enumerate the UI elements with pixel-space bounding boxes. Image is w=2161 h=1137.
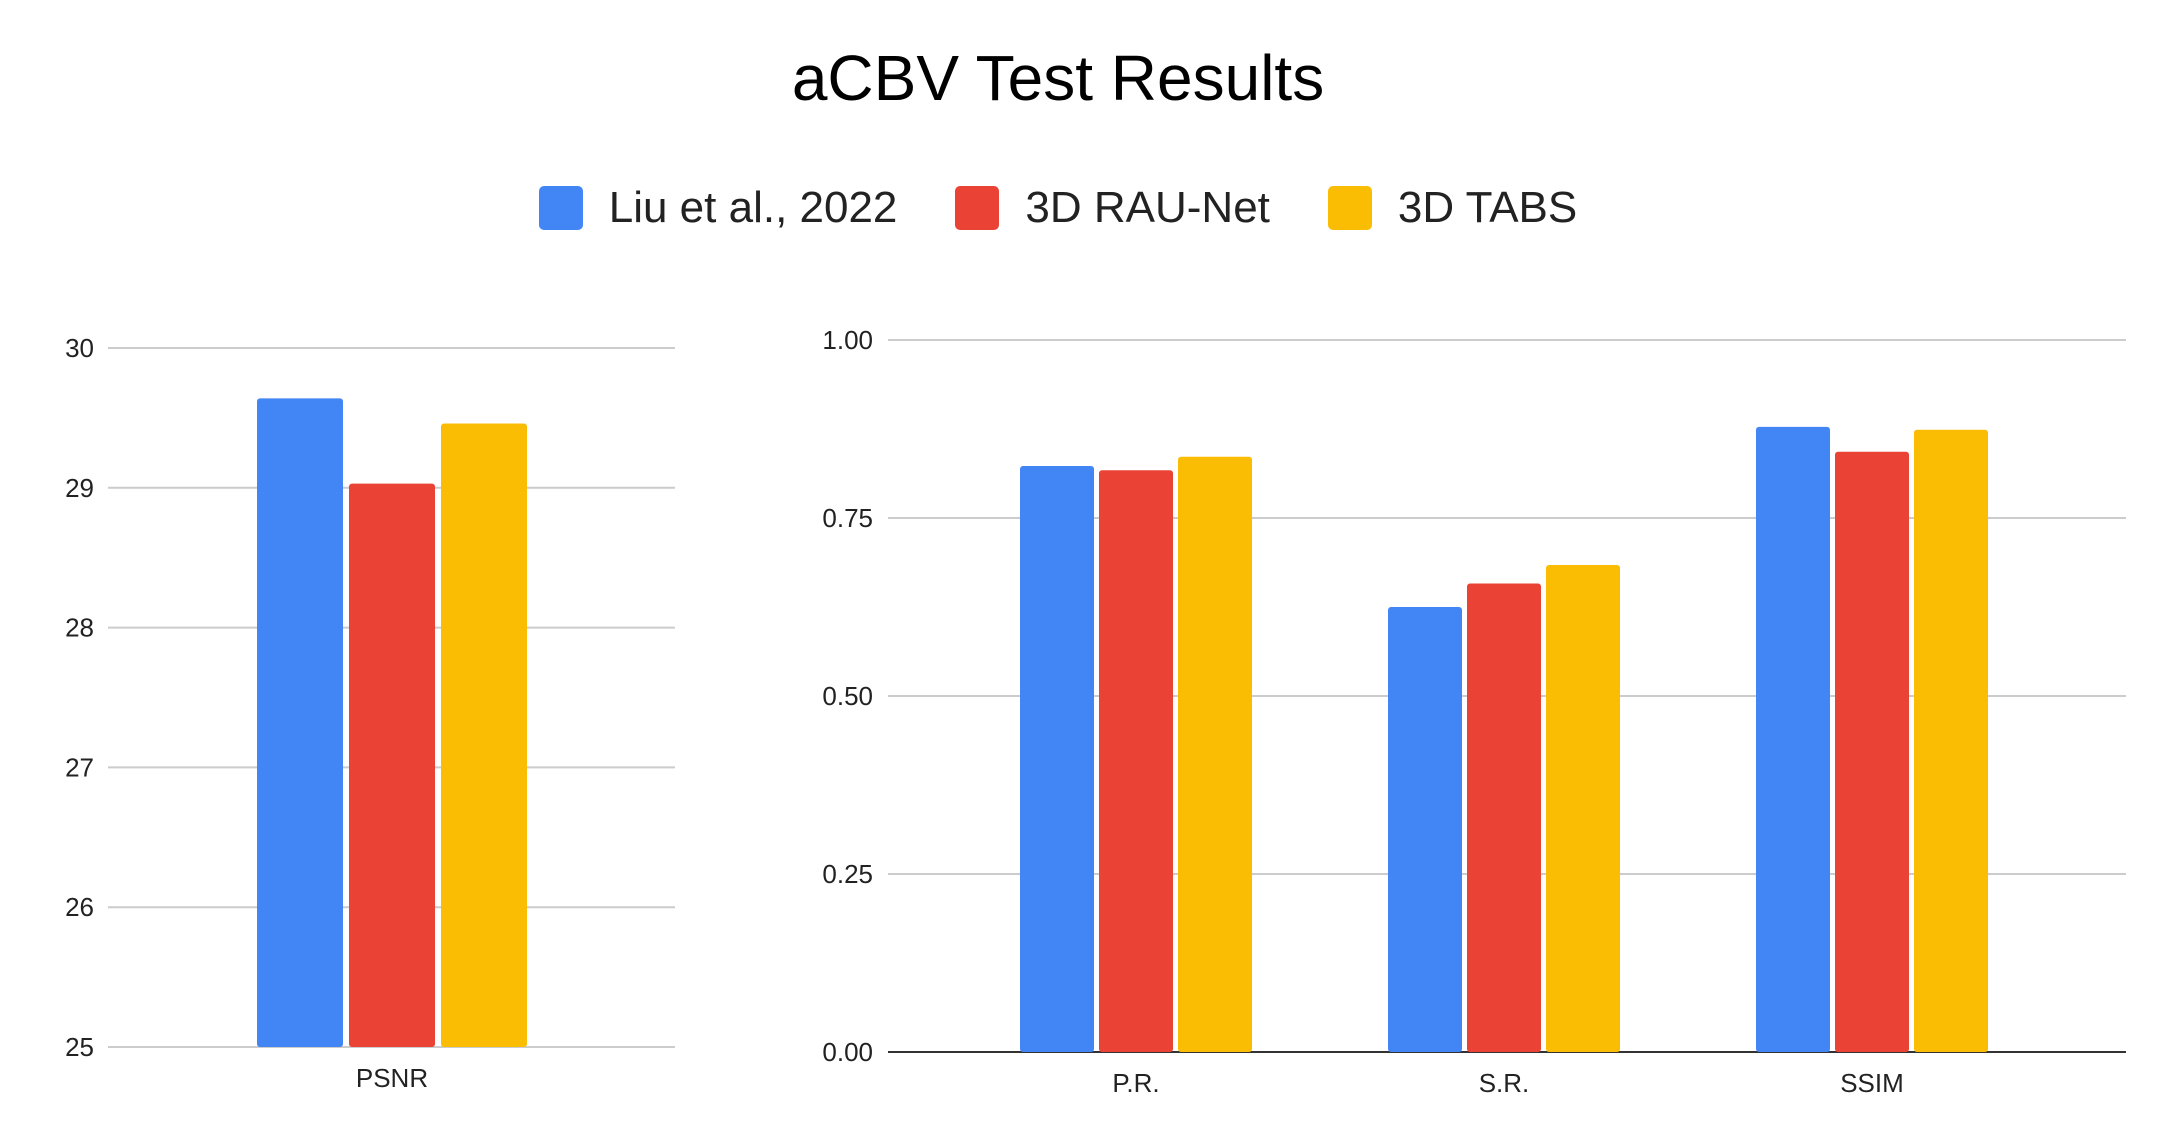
- bar-psnr-liu-et-al-2022[interactable]: [257, 398, 343, 1047]
- metrics-y-tick-label: 0.00: [822, 1037, 873, 1067]
- psnr-y-tick-label: 25: [65, 1032, 94, 1062]
- metrics-y-tick-label: 0.25: [822, 859, 873, 889]
- x-tick-label-p-r: P.R.: [1112, 1068, 1159, 1098]
- x-tick-label-s-r: S.R.: [1479, 1068, 1530, 1098]
- x-tick-label-ssim: SSIM: [1840, 1068, 1904, 1098]
- legend-label-rau-net: 3D RAU-Net: [1025, 183, 1270, 232]
- legend-item-tabs[interactable]: 3D TABS: [1327, 183, 1578, 233]
- legend-item-liu[interactable]: Liu et al., 2022: [538, 183, 898, 233]
- legend-label-tabs: 3D TABS: [1397, 183, 1578, 232]
- bar-p-r-liu-et-al-2022[interactable]: [1020, 466, 1094, 1052]
- metrics-y-tick-label: 0.75: [822, 503, 873, 533]
- bar-s-r-liu-et-al-2022[interactable]: [1388, 607, 1462, 1052]
- legend-label-liu: Liu et al., 2022: [608, 183, 898, 232]
- bar-p-r-3d-tabs[interactable]: [1178, 456, 1252, 1052]
- bar-psnr-3d-tabs[interactable]: [441, 423, 527, 1047]
- bar-p-r-3d-rau-net[interactable]: [1099, 470, 1173, 1052]
- x-tick-label-psnr: PSNR: [356, 1063, 428, 1093]
- psnr-y-tick-label: 28: [65, 613, 94, 643]
- bar-s-r-3d-rau-net[interactable]: [1467, 583, 1541, 1052]
- bar-ssim-3d-rau-net[interactable]: [1835, 451, 1909, 1052]
- psnr-y-tick-label: 29: [65, 473, 94, 503]
- legend-swatch-tabs: [1327, 186, 1372, 230]
- bar-ssim-3d-tabs[interactable]: [1914, 429, 1988, 1052]
- legend-item-rau-net[interactable]: 3D RAU-Net: [955, 183, 1270, 233]
- chart-title: aCBV Test Results: [791, 42, 1325, 114]
- psnr-y-tick-label: 30: [65, 333, 94, 363]
- psnr-y-tick-label: 26: [65, 892, 94, 922]
- legend-swatch-rau-net: [955, 186, 1000, 230]
- psnr-y-tick-label: 27: [65, 752, 94, 782]
- bar-ssim-liu-et-al-2022[interactable]: [1756, 426, 1830, 1052]
- metrics-y-tick-label: 0.50: [822, 681, 873, 711]
- metrics-y-tick-label: 1.00: [822, 325, 873, 355]
- legend: Liu et al., 2022 3D RAU-Net 3D TABS: [0, 180, 2116, 236]
- bar-psnr-3d-rau-net[interactable]: [349, 483, 435, 1048]
- legend-swatch-liu: [538, 186, 583, 230]
- bar-s-r-3d-tabs[interactable]: [1546, 564, 1620, 1052]
